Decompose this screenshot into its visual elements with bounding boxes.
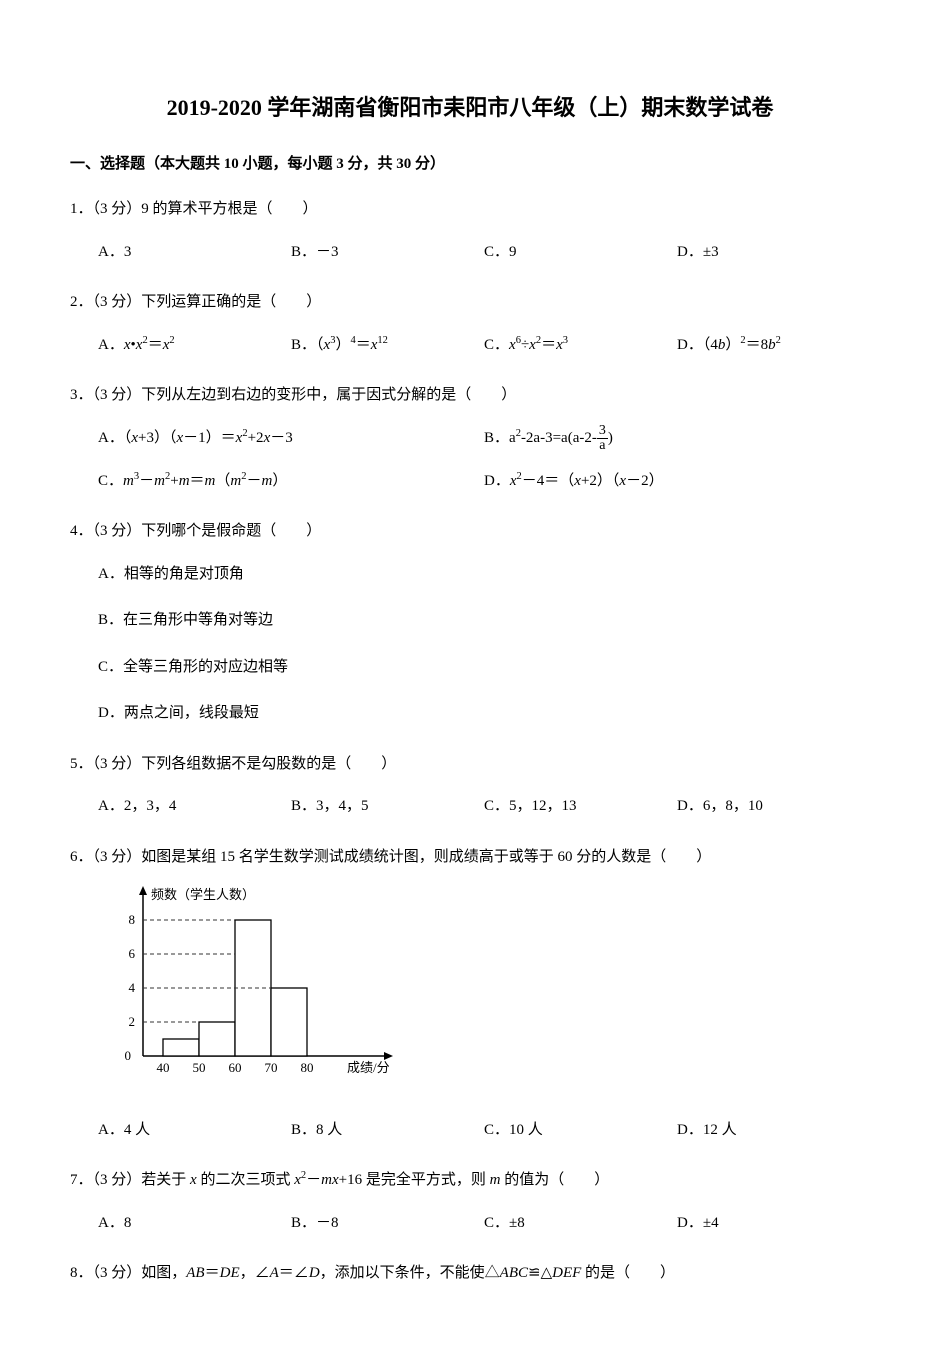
q6-option-d: D．12 人 [677,1116,870,1145]
q1-option-c: C．9 [484,238,677,267]
q6-option-a: A．4 人 [98,1116,291,1145]
question-4: 4．（3 分）下列哪个是假命题（ ） A．相等的角是对顶角 B．在三角形中等角对… [70,517,870,728]
q6-chart: 频数（学生人数） 0 2 4 6 8 40 50 60 70 80 成绩/分 [70,881,870,1102]
svg-text:60: 60 [229,1060,242,1075]
question-5: 5．（3 分）下列各组数据不是勾股数的是（ ） A．2，3，4 B．3，4，5 … [70,750,870,821]
q4-stem: 4．（3 分）下列哪个是假命题（ ） [70,517,870,546]
q2-option-d: D．（4b）2＝8b2 [677,331,870,360]
question-1: 1．（3 分）9 的算术平方根是（ ） A．3 B．－3 C．9 D．±3 [70,195,870,266]
svg-text:40: 40 [157,1060,170,1075]
q3-option-b: B．a2-2a-3=a(a-2-3a) [484,424,870,453]
svg-text:2: 2 [129,1014,136,1029]
q6-option-c: C．10 人 [484,1116,677,1145]
svg-text:50: 50 [193,1060,206,1075]
q2-option-c: C．x6÷x2＝x3 [484,331,677,360]
q5-option-a: A．2，3，4 [98,792,291,821]
q5-option-d: D．6，8，10 [677,792,870,821]
q7-stem: 7．（3 分）若关于 x 的二次三项式 x2－mx+16 是完全平方式，则 m … [70,1166,870,1195]
q2-option-a: A．x•x2＝x2 [98,331,291,360]
q3-option-d: D．x2－4＝（x+2）（x－2） [484,467,870,496]
section-1-header: 一、选择题（本大题共 10 小题，每小题 3 分，共 30 分） [70,152,870,173]
q1-option-b: B．－3 [291,238,484,267]
q6-stem: 6．（3 分）如图是某组 15 名学生数学测试成绩统计图，则成绩高于或等于 60… [70,843,870,872]
q1-option-d: D．±3 [677,238,870,267]
q3-option-a: A．（x+3）（x－1）＝x2+2x－3 [98,424,484,453]
svg-text:频数（学生人数）: 频数（学生人数） [151,887,255,902]
q4-option-b: B．在三角形中等角对等边 [98,606,870,635]
q7-option-b: B．－8 [291,1209,484,1238]
svg-text:8: 8 [129,912,136,927]
q7-option-a: A．8 [98,1209,291,1238]
q2-option-b: B．（x3）4＝x12 [291,331,484,360]
question-3: 3．（3 分）下列从左边到右边的变形中，属于因式分解的是（ ） A．（x+3）（… [70,381,870,495]
svg-text:6: 6 [129,946,136,961]
q4-option-d: D．两点之间，线段最短 [98,699,870,728]
page-title: 2019-2020 学年湖南省衡阳市耒阳市八年级（上）期末数学试卷 [70,90,870,122]
q1-option-a: A．3 [98,238,291,267]
q4-option-a: A．相等的角是对顶角 [98,560,870,589]
q8-stem: 8．（3 分）如图，AB＝DE，∠A＝∠D，添加以下条件，不能使△ABC≌△DE… [70,1259,870,1288]
q6-option-b: B．8 人 [291,1116,484,1145]
svg-text:0: 0 [125,1048,132,1063]
q3-option-c: C．m3－m2+m＝m（m2－m） [98,467,484,496]
question-7: 7．（3 分）若关于 x 的二次三项式 x2－mx+16 是完全平方式，则 m … [70,1166,870,1237]
q3-stem: 3．（3 分）下列从左边到右边的变形中，属于因式分解的是（ ） [70,381,870,410]
q1-stem: 1．（3 分）9 的算术平方根是（ ） [70,195,870,224]
svg-text:4: 4 [129,980,136,995]
question-6: 6．（3 分）如图是某组 15 名学生数学测试成绩统计图，则成绩高于或等于 60… [70,843,870,1145]
q4-option-c: C．全等三角形的对应边相等 [98,653,870,682]
question-2: 2．（3 分）下列运算正确的是（ ） A．x•x2＝x2 B．（x3）4＝x12… [70,288,870,359]
q7-option-c: C．±8 [484,1209,677,1238]
svg-text:70: 70 [265,1060,278,1075]
svg-text:80: 80 [301,1060,314,1075]
q5-option-c: C．5，12，13 [484,792,677,821]
q7-option-d: D．±4 [677,1209,870,1238]
q5-option-b: B．3，4，5 [291,792,484,821]
question-8: 8．（3 分）如图，AB＝DE，∠A＝∠D，添加以下条件，不能使△ABC≌△DE… [70,1259,870,1288]
q2-stem: 2．（3 分）下列运算正确的是（ ） [70,288,870,317]
svg-text:成绩/分: 成绩/分 [347,1060,390,1075]
q5-stem: 5．（3 分）下列各组数据不是勾股数的是（ ） [70,750,870,779]
